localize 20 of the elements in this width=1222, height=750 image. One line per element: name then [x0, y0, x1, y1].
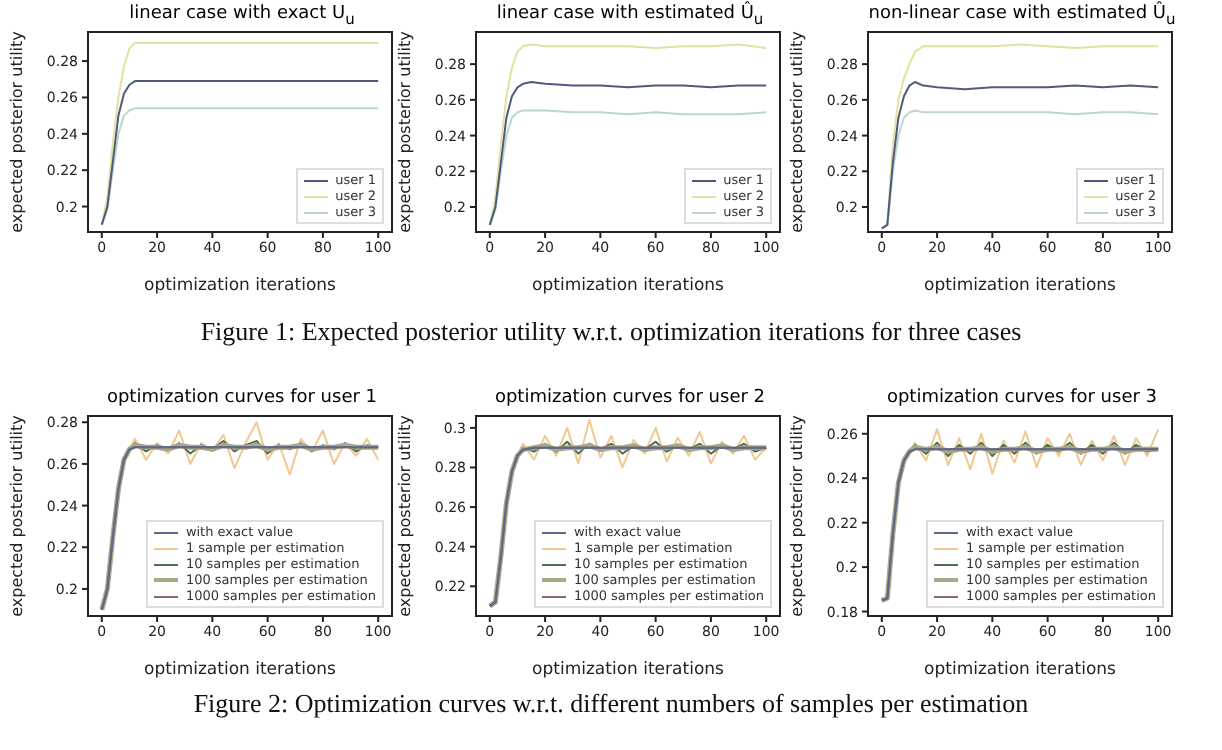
x-axis-title: optimization iterations — [922, 276, 1118, 296]
y-axis-title: expected posterior utility — [7, 414, 26, 617]
chart-title: optimization curves for user 2 — [492, 388, 768, 408]
x-axis-title: optimization iterations — [530, 276, 726, 296]
y-axis-title: expected posterior utility — [7, 30, 26, 233]
chart-title: optimization curves for user 3 — [884, 388, 1160, 408]
x-axis-title: optimization iterations — [922, 660, 1118, 680]
caption: Figure 2: Optimization curves w.r.t. different numbers of samples per estimation — [191, 688, 1031, 720]
x-axis-title: optimization iterations — [142, 276, 338, 296]
y-axis-title: expected posterior utility — [395, 414, 414, 617]
chart-title: optimization curves for user 1 — [104, 388, 380, 408]
x-axis-title: optimization iterations — [530, 660, 726, 680]
chart-title: linear case with exact U$_{u}$ — [127, 4, 357, 28]
chart-title: linear case with estimated Û$_{u}$ — [494, 4, 766, 28]
y-axis-title: expected posterior utility — [787, 30, 806, 233]
caption: Figure 1: Expected posterior utility w.r.t. optimization iterations for three cases — [198, 316, 1024, 348]
x-axis-title: optimization iterations — [142, 660, 338, 680]
chart-title: non-linear case with estimated Û$_{u}$ — [866, 4, 1178, 28]
y-axis-title: expected posterior utility — [787, 414, 806, 617]
y-axis-title: expected posterior utility — [395, 30, 414, 233]
